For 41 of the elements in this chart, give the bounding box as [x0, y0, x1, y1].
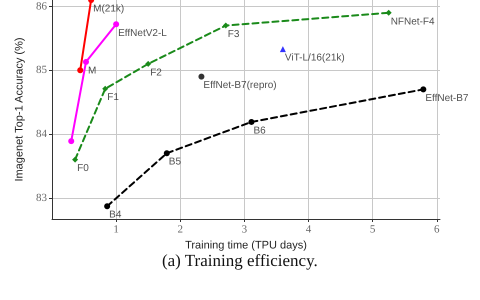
point	[77, 67, 84, 74]
y-tick-label: 85	[36, 64, 48, 76]
annotation: EffNet-B7(repro)	[203, 80, 277, 92]
point	[82, 58, 89, 65]
annotation: EffNetV2-L	[118, 28, 168, 39]
point	[222, 22, 229, 29]
y-tick-label: 86	[36, 0, 48, 12]
annotation: B5	[168, 156, 182, 168]
text: (a) Training efficiency.	[162, 251, 318, 270]
point	[145, 60, 152, 67]
annotation: F0	[77, 163, 90, 174]
x-tick-label: 3	[242, 224, 248, 236]
annotation: F3	[228, 29, 240, 40]
x-axis-title: Training time (TPU days)	[185, 239, 307, 252]
point	[102, 86, 108, 92]
point	[113, 21, 120, 28]
x-tick-label: 2	[178, 224, 184, 236]
y-axis-title: Imagenet Top-1 Accuracy (%)	[14, 37, 26, 182]
x-tick-label: 1	[113, 224, 119, 236]
point	[248, 118, 254, 125]
annotation: F1	[107, 92, 120, 104]
point	[68, 138, 74, 144]
annotation: M	[88, 65, 96, 76]
x-tick-label: 4	[306, 224, 312, 236]
annotation: M(21k)	[93, 4, 124, 14]
point	[280, 46, 286, 52]
annotation: ViT-L/16(21k)	[284, 52, 345, 64]
annotation: B4	[109, 210, 122, 221]
point	[104, 203, 110, 210]
point	[198, 74, 204, 80]
point	[164, 150, 170, 156]
annotation: NFNet-F4	[390, 16, 436, 28]
y-tick-label: 83	[36, 192, 48, 204]
x-tick-label: 5	[370, 224, 376, 236]
annotation: B6	[253, 125, 266, 136]
point	[72, 156, 78, 163]
x-tick-label: 6	[434, 224, 440, 236]
annotation: EffNet-B7	[425, 92, 469, 104]
annotation: F2	[150, 67, 162, 78]
y-tick-label: 84	[36, 128, 48, 140]
point	[420, 86, 426, 92]
